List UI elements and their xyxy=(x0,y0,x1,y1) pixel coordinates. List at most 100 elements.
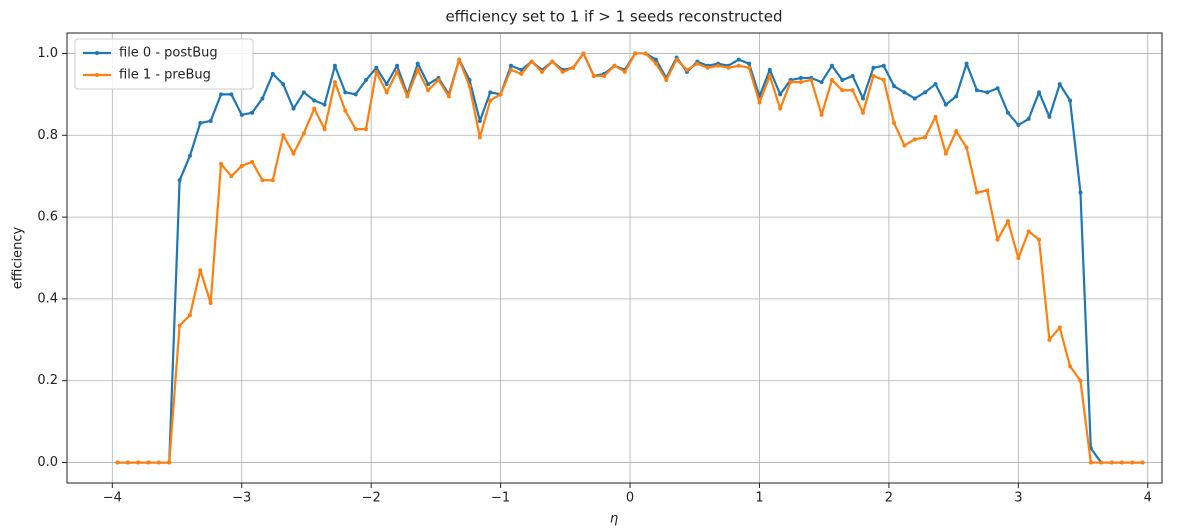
data-point xyxy=(250,110,255,115)
legend-box xyxy=(74,38,254,90)
data-point xyxy=(343,90,348,95)
data-point xyxy=(798,80,803,85)
data-point xyxy=(343,108,348,113)
data-point xyxy=(229,92,234,97)
plot-frame xyxy=(66,32,1163,484)
data-point xyxy=(1078,378,1083,383)
data-point xyxy=(1109,460,1114,465)
data-point xyxy=(912,137,917,142)
data-point xyxy=(436,78,441,83)
data-point xyxy=(208,301,213,305)
data-point xyxy=(219,161,224,166)
y-axis-label: efficiency xyxy=(11,226,26,289)
data-point xyxy=(415,61,420,66)
data-point xyxy=(767,73,772,78)
data-point xyxy=(1057,82,1062,87)
data-point xyxy=(705,65,710,70)
data-point xyxy=(726,65,731,70)
data-point xyxy=(809,78,814,83)
x-tick-label: −4 xyxy=(103,491,122,506)
data-point xyxy=(664,78,669,83)
data-point xyxy=(136,460,141,465)
data-point xyxy=(125,460,130,465)
data-point xyxy=(508,63,513,68)
data-point xyxy=(353,127,358,132)
data-point xyxy=(488,98,493,103)
data-point xyxy=(187,153,192,158)
data-point xyxy=(1016,256,1021,260)
data-point xyxy=(560,69,565,74)
data-point xyxy=(405,94,410,99)
x-tick-label: −3 xyxy=(232,491,251,506)
legend-label: file 0 - postBug xyxy=(119,46,218,61)
data-point xyxy=(426,82,431,87)
data-point xyxy=(778,106,783,111)
data-point xyxy=(695,61,700,66)
data-point xyxy=(353,92,358,97)
data-point xyxy=(1016,123,1021,128)
y-tick-label: 0.0 xyxy=(37,455,58,470)
data-point xyxy=(591,73,596,78)
data-point xyxy=(1130,460,1135,465)
data-point xyxy=(902,143,907,148)
data-point xyxy=(250,159,255,164)
data-point xyxy=(1026,116,1031,121)
data-point xyxy=(1037,90,1042,95)
data-point xyxy=(219,92,224,97)
data-point xyxy=(395,69,400,74)
data-point xyxy=(757,100,762,105)
y-tick-label: 0.8 xyxy=(37,128,58,143)
data-point xyxy=(954,129,959,134)
data-point xyxy=(239,163,244,168)
data-point xyxy=(861,96,866,101)
data-point xyxy=(954,94,959,99)
x-tick-label: 4 xyxy=(1144,491,1152,506)
data-point xyxy=(446,94,451,99)
data-point xyxy=(892,121,897,125)
data-point xyxy=(674,57,679,62)
data-point xyxy=(363,78,368,83)
x-tick-label: 1 xyxy=(755,491,763,506)
data-point xyxy=(415,67,420,72)
data-point xyxy=(1057,325,1062,330)
data-point xyxy=(974,88,979,93)
data-point xyxy=(198,121,203,125)
data-point xyxy=(519,71,524,76)
data-point xyxy=(819,112,824,117)
data-point xyxy=(281,82,286,87)
data-point xyxy=(871,65,876,70)
data-point xyxy=(747,65,752,70)
data-point xyxy=(322,127,327,132)
data-point xyxy=(177,178,182,183)
x-axis-label: η xyxy=(610,512,618,527)
data-point xyxy=(208,118,213,123)
data-point xyxy=(477,118,482,123)
data-point xyxy=(840,88,845,93)
data-point xyxy=(840,78,845,83)
x-tick-label: 3 xyxy=(1014,491,1022,506)
x-tick-label: 2 xyxy=(885,491,893,506)
x-tick-label: −1 xyxy=(491,491,510,506)
data-point xyxy=(198,268,203,273)
data-point xyxy=(850,73,855,78)
data-point xyxy=(177,323,182,328)
data-point xyxy=(933,114,938,119)
data-point xyxy=(902,90,907,95)
data-point xyxy=(778,92,783,97)
data-point xyxy=(881,78,886,83)
data-point xyxy=(229,174,234,179)
data-point xyxy=(239,112,244,117)
legend-marker xyxy=(95,73,99,77)
data-point xyxy=(819,80,824,85)
data-point xyxy=(912,96,917,101)
data-point xyxy=(995,86,1000,91)
data-point xyxy=(602,73,607,78)
data-point xyxy=(332,80,337,85)
data-point xyxy=(457,57,462,62)
y-tick-label: 0.2 xyxy=(37,373,58,388)
data-point xyxy=(322,102,327,107)
data-point xyxy=(653,57,658,62)
data-point xyxy=(395,63,400,68)
